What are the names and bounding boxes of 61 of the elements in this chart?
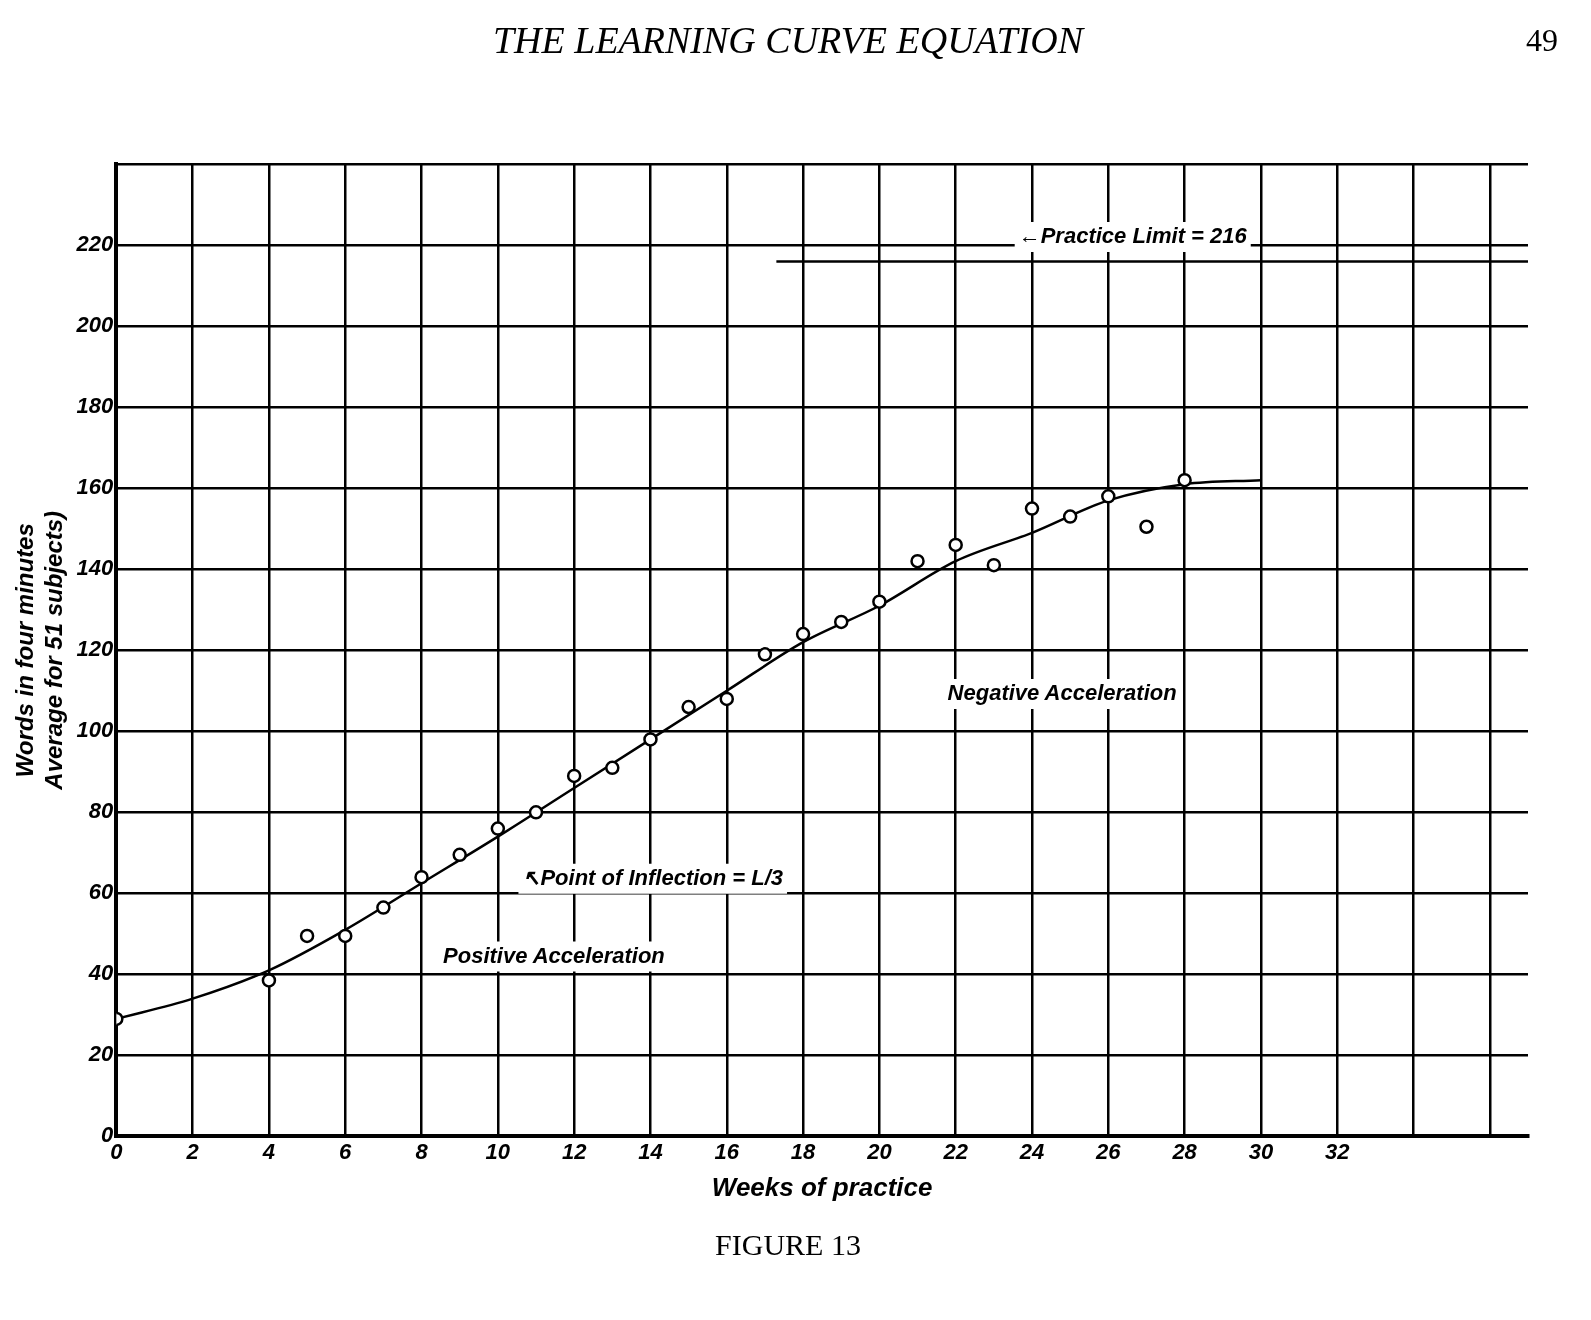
x-tick-label: 22 <box>942 1138 969 1164</box>
point <box>299 928 315 944</box>
point <box>566 768 582 784</box>
x-tick-label: 32 <box>1324 1138 1351 1164</box>
point <box>605 760 620 776</box>
y-tick-label: 100 <box>76 717 115 743</box>
point <box>337 928 353 944</box>
caption: FIGURE 13 <box>714 1228 862 1262</box>
y-tick-label: 20 <box>87 1041 115 1067</box>
annotation: Positive Acceleration <box>443 942 665 968</box>
y-axis-title: Words in four minutes Average for 51 subjects) <box>11 510 67 791</box>
point <box>719 691 735 707</box>
point <box>872 594 887 609</box>
point <box>261 973 277 988</box>
annotation: ↖Point of Inflection = L/3 <box>522 864 784 890</box>
x-tick-label: 28 <box>1171 1138 1198 1164</box>
x-tick-label: 10 <box>485 1138 511 1164</box>
point <box>986 557 1002 573</box>
x-tick-label: 12 <box>561 1138 588 1164</box>
point <box>1101 489 1116 504</box>
point <box>1024 501 1040 516</box>
text: 49 <box>1526 22 1558 59</box>
point <box>795 626 811 642</box>
point <box>833 614 849 630</box>
point <box>757 647 773 662</box>
y-tick-label: 60 <box>88 879 115 905</box>
point <box>490 821 506 836</box>
x-tick-label: 30 <box>1248 1138 1274 1164</box>
y-tick-label: 140 <box>76 555 115 581</box>
point <box>452 847 467 863</box>
y-tick-label: 160 <box>76 474 115 500</box>
y-tick-label: 200 <box>75 312 115 338</box>
point <box>910 553 925 569</box>
x-tick-label: 2 <box>185 1138 200 1164</box>
point <box>376 900 391 915</box>
x-tick-label: 8 <box>415 1138 429 1164</box>
x-tick-label: 20 <box>866 1138 893 1164</box>
y-tick-label: 120 <box>76 636 115 662</box>
annotation: Negative Acceleration <box>947 680 1177 706</box>
x-tick-label: 26 <box>1095 1138 1122 1164</box>
x-tick-label: 16 <box>714 1138 740 1164</box>
point <box>1139 519 1154 534</box>
point <box>1062 509 1078 524</box>
x-tick-label: 24 <box>1018 1138 1045 1164</box>
x-tick-label: 14 <box>638 1138 663 1164</box>
point <box>528 805 544 820</box>
point <box>1177 472 1192 488</box>
point <box>643 732 658 747</box>
x-tick-label: 6 <box>339 1138 353 1164</box>
annotation: ←Practice Limit = 216 <box>1018 223 1248 249</box>
point <box>681 699 696 715</box>
y-tick-label: 180 <box>76 393 115 419</box>
x-tick-label: 4 <box>261 1138 276 1164</box>
y-tick-label: 40 <box>87 960 115 986</box>
x-tick-label: 18 <box>790 1138 817 1164</box>
x-axis-title: Weeks of practice <box>711 1171 933 1202</box>
y-tick-label: 80 <box>88 798 115 824</box>
point <box>948 537 963 553</box>
chart-title: THE LEARNING CURVE EQUATION <box>492 19 1084 61</box>
point <box>414 869 429 885</box>
y-tick-label: 220 <box>75 231 115 257</box>
